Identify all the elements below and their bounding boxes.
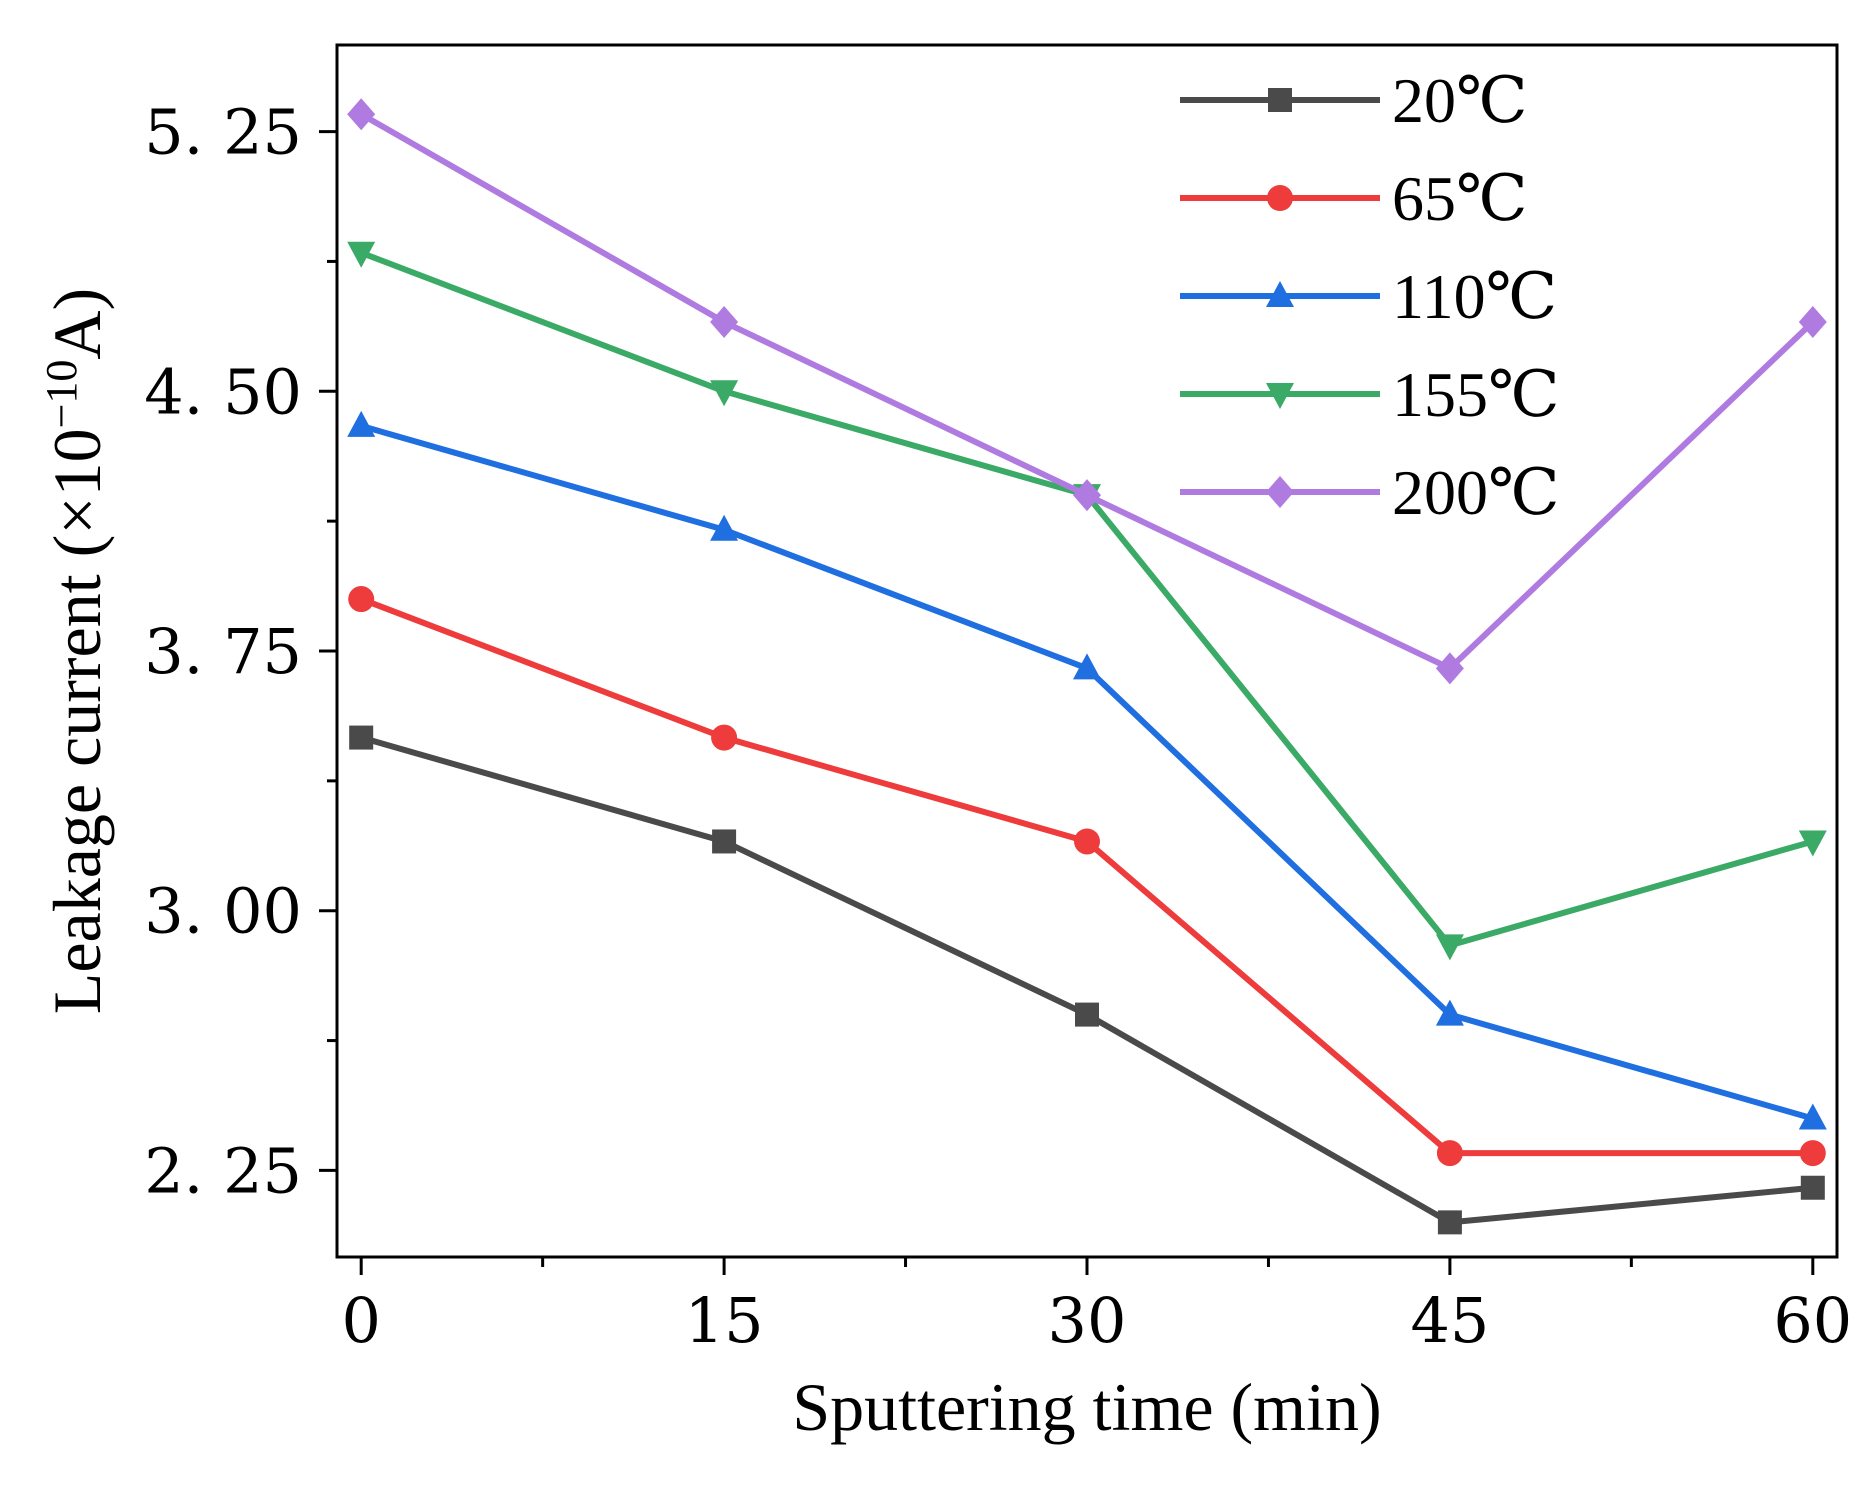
- legend-label: 20℃: [1392, 65, 1528, 136]
- data-point: [1435, 999, 1464, 1026]
- data-point: [347, 98, 376, 131]
- data-point: [1075, 1002, 1099, 1027]
- data-point: [1799, 1140, 1826, 1167]
- y-tick-label: 3. 00: [144, 875, 302, 948]
- y-tick-label: 5. 25: [144, 96, 302, 169]
- x-tick-label: 30: [1048, 1284, 1127, 1357]
- y-tick-label: 4. 50: [144, 355, 302, 428]
- x-tick-label: 0: [341, 1284, 380, 1357]
- data-point: [349, 725, 374, 750]
- legend-label: 200℃: [1392, 457, 1560, 528]
- legend-label: 155℃: [1392, 359, 1560, 430]
- data-point: [1073, 479, 1101, 512]
- data-point: [710, 514, 739, 541]
- data-point: [1798, 1103, 1827, 1130]
- y-axis-title-exponent: −10: [37, 360, 86, 429]
- legend-label: 65℃: [1392, 163, 1528, 234]
- data-point: [1435, 652, 1464, 685]
- legend-swatch-marker: [1267, 185, 1293, 211]
- data-point: [1798, 830, 1827, 857]
- legend-entry: 110℃: [1180, 261, 1557, 332]
- legend-entry: 200℃: [1180, 457, 1560, 528]
- data-point: [1798, 306, 1827, 339]
- y-axis-title-unit: A): [39, 288, 115, 360]
- legend-entry: 20℃: [1180, 65, 1528, 136]
- data-point: [348, 586, 375, 613]
- data-point: [710, 380, 739, 407]
- x-tick-label: 45: [1410, 1284, 1489, 1357]
- legend-swatch-marker: [1266, 281, 1294, 307]
- legend-entry: 65℃: [1180, 163, 1528, 234]
- data-point: [1437, 1210, 1462, 1235]
- axis-ticks: 0 15 30 45 60 2. 25 3. 00 3. 75 4. 50 5. 25: [144, 96, 1852, 1357]
- y-axis-title-main: Leakage current (×10: [39, 428, 115, 1014]
- data-point: [1073, 653, 1101, 680]
- legend-swatch-marker: [1268, 88, 1292, 112]
- x-tick-label: 15: [685, 1284, 764, 1357]
- legend: 20℃ 65℃ 110℃ 155℃ 200℃: [1180, 65, 1560, 528]
- data-point: [1800, 1175, 1825, 1200]
- data-point: [1074, 828, 1100, 855]
- series-lines: [347, 98, 1827, 1235]
- legend-swatch-marker: [1266, 383, 1294, 409]
- data-point: [711, 724, 738, 751]
- legend-label: 110℃: [1392, 261, 1557, 332]
- x-axis-title: Sputtering time (min): [792, 1369, 1381, 1445]
- legend-entry: 155℃: [1180, 359, 1560, 430]
- y-axis-title: Leakage current (×10−10A): [37, 288, 115, 1014]
- series-circle: [348, 586, 1826, 1167]
- data-point: [1435, 934, 1464, 961]
- data-point: [712, 829, 737, 854]
- data-point: [1436, 1140, 1463, 1167]
- data-point: [347, 241, 376, 268]
- x-tick-label: 60: [1773, 1284, 1852, 1357]
- series-square: [349, 725, 1825, 1235]
- y-tick-label: 3. 75: [144, 615, 302, 688]
- data-point: [347, 410, 376, 437]
- legend-swatch-marker: [1266, 476, 1294, 508]
- series-triangle-up: [347, 410, 1827, 1130]
- y-tick-label: 2. 25: [144, 1134, 302, 1207]
- data-point: [710, 306, 739, 339]
- series-diamond: [347, 98, 1827, 685]
